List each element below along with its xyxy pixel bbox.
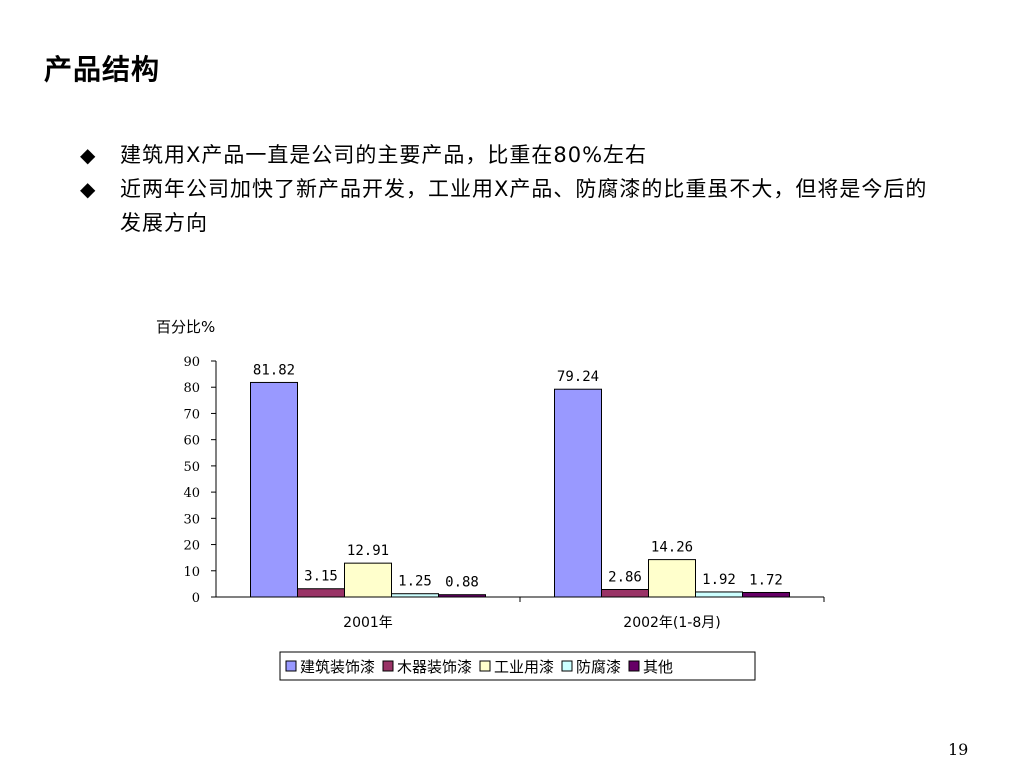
data-label: 14.26 xyxy=(651,540,693,556)
legend-swatch xyxy=(561,660,573,672)
bar xyxy=(648,559,696,598)
legend-swatch xyxy=(382,660,394,672)
y-tick-label: 90 xyxy=(183,355,200,370)
data-label: 1.92 xyxy=(702,572,736,588)
bar xyxy=(250,381,298,598)
data-label: 1.72 xyxy=(749,572,783,588)
legend-swatch xyxy=(285,660,297,672)
bar xyxy=(344,562,392,598)
bullet-text: 建筑用X产品一直是公司的主要产品，比重在80%左右 xyxy=(120,143,648,167)
data-label: 12.91 xyxy=(347,543,389,559)
bar xyxy=(554,388,602,598)
data-label: 2.86 xyxy=(608,570,642,586)
bullet-list: ◆ 建筑用X产品一直是公司的主要产品，比重在80%左右 ◆ 近两年公司加快了新产… xyxy=(80,138,940,240)
legend-swatch xyxy=(479,660,491,672)
bar xyxy=(742,591,790,598)
y-tick-label: 20 xyxy=(183,539,200,554)
y-tick-label: 0 xyxy=(192,591,200,606)
legend-label: 建筑装饰漆 xyxy=(300,658,375,676)
y-tick-label: 10 xyxy=(183,565,200,580)
y-axis-label: 百分比% xyxy=(156,318,215,336)
x-tick-label: 2001年 xyxy=(343,615,393,631)
y-tick-label: 30 xyxy=(183,512,200,527)
page-number: 19 xyxy=(948,740,969,759)
bar xyxy=(695,591,743,598)
legend-label: 工业用漆 xyxy=(494,658,554,676)
data-label: 1.25 xyxy=(398,574,432,590)
legend-label: 防腐漆 xyxy=(576,658,621,676)
bullet-item: ◆ 建筑用X产品一直是公司的主要产品，比重在80%左右 xyxy=(80,138,940,172)
legend-swatch xyxy=(628,660,640,672)
bar xyxy=(391,593,439,598)
legend-label: 木器装饰漆 xyxy=(397,658,472,676)
data-label: 0.88 xyxy=(445,575,479,591)
bar xyxy=(438,594,486,598)
diamond-bullet-icon: ◆ xyxy=(80,177,96,201)
y-tick-label: 60 xyxy=(183,434,200,449)
bullet-item: ◆ 近两年公司加快了新产品开发，工业用X产品、防腐漆的比重虽不大，但将是今后的发… xyxy=(80,172,940,240)
data-label: 81.82 xyxy=(253,362,295,378)
data-label: 3.15 xyxy=(304,569,338,585)
legend-box xyxy=(279,651,756,681)
x-tick-label: 2002年(1-8月) xyxy=(623,615,720,631)
legend-label: 其他 xyxy=(643,658,673,676)
diamond-bullet-icon: ◆ xyxy=(80,143,96,167)
bar xyxy=(297,588,345,598)
y-tick-label: 70 xyxy=(183,407,200,422)
y-tick-label: 40 xyxy=(183,486,200,501)
bullet-text: 近两年公司加快了新产品开发，工业用X产品、防腐漆的比重虽不大，但将是今后的发展方… xyxy=(120,177,928,235)
bar xyxy=(601,589,649,598)
data-label: 79.24 xyxy=(557,369,599,385)
y-tick-label: 80 xyxy=(183,381,200,396)
slide-title: 产品结构 xyxy=(44,53,161,86)
y-tick-label: 50 xyxy=(183,460,200,475)
